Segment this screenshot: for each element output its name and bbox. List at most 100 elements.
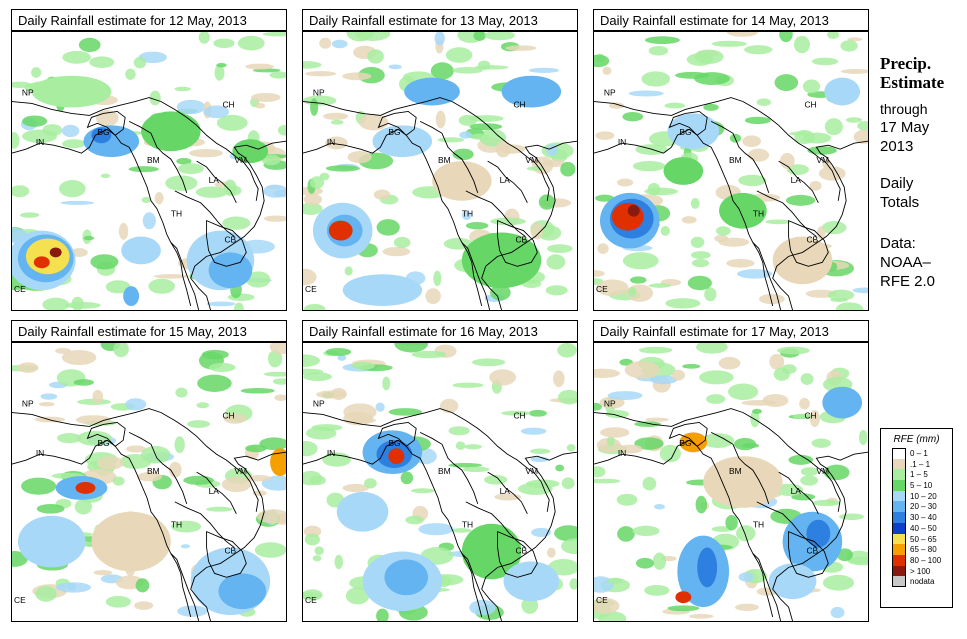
rain-cell [470,133,490,140]
panel-title: Daily Rainfall estimate for 17 May, 2013 [593,320,869,342]
rain-cell [351,361,375,370]
country-label-vm: VM [234,155,247,165]
rain-cell [342,483,369,493]
rain-cell [634,421,662,427]
rain-cell [503,561,560,602]
rain-cell [561,538,577,555]
rainfall-map: NP CH IN BG BM VM LA TH CB CE [593,31,869,311]
rain-cell [331,39,348,49]
rain-cell [811,57,839,66]
rain-cell [325,136,348,150]
rain-cell [311,424,343,432]
border-line [818,156,841,201]
side-rfe: RFE 2.0 [880,273,936,290]
rain-cell [606,436,616,446]
country-label-np: NP [313,399,325,409]
country-label-la: LA [500,175,511,185]
border-line [818,467,841,512]
rain-cell [469,599,496,616]
map-panel-12-may: Daily Rainfall estimate for 12 May, 2013… [11,9,287,311]
rain-cell [198,32,210,44]
rain-cell [177,163,204,175]
rain-cell [382,376,391,391]
rain-cell [372,125,433,158]
rain-cell [768,563,817,600]
rain-cell [800,475,819,486]
rain-cell [654,503,665,510]
panel-title: Daily Rainfall estimate for 12 May, 2013 [11,9,287,31]
map-panel-15-may: Daily Rainfall estimate for 15 May, 2013… [11,320,287,622]
rain-cell [12,132,20,149]
border-line [170,553,192,618]
rain-cell [734,603,759,611]
rain-cell [812,499,841,507]
country-label-ce: CE [14,595,26,605]
rain-cell [304,71,337,77]
rain-cell [60,200,95,205]
rain-cell [42,297,70,310]
rain-cell [388,448,405,465]
rain-cell [21,477,57,495]
rain-cell [411,350,447,359]
legend-label: 80 – 100 [910,555,942,565]
rain-cell [691,259,710,268]
rain-cell [388,408,423,416]
side-daily: Daily [880,175,914,192]
border-line [752,242,774,307]
rain-cell [616,493,638,506]
rain-field [303,343,577,621]
country-label-cb: CB [515,545,527,555]
border-line [756,501,817,548]
rain-cell [616,178,634,187]
border-line [465,501,526,548]
border-line [303,128,491,310]
rain-cell [664,102,686,109]
country-label-bg: BG [388,127,400,137]
rain-cell [169,461,182,478]
rain-cell [738,572,754,582]
country-label-np: NP [604,88,616,98]
rain-cell [433,270,442,287]
rain-cell [671,369,686,381]
rain-cell [818,166,846,181]
rain-cell [135,578,150,593]
rain-cell [208,252,253,289]
border-line [303,408,453,427]
rain-cell [410,488,435,494]
border-line [487,471,528,514]
rain-cell [594,598,620,614]
rain-cell [277,125,286,136]
rain-cell [148,278,176,294]
rain-cell [690,251,711,260]
rain-cell [772,236,833,285]
rain-cell [554,525,577,542]
rain-cell [437,137,465,143]
country-label-la: LA [209,486,220,496]
rain-cell [91,511,171,572]
legend-label: 20 – 30 [910,502,937,512]
rain-cell [272,378,286,385]
country-label-in: IN [618,448,626,458]
rain-cell [304,304,326,310]
border-line [170,242,192,307]
rain-cell [342,72,372,81]
rain-cell [237,35,265,51]
rain-cell [195,186,229,198]
rain-cell [537,225,562,241]
side-noaa: NOAA– [880,254,931,271]
rain-cell [270,448,286,477]
rain-cell [439,398,459,414]
legend-label: nodata [910,577,935,587]
legend-item: 30 – 40 [881,512,952,523]
rain-cell [312,555,322,562]
country-label-cb: CB [224,234,236,244]
rain-cell [142,212,156,230]
rain-cell [607,391,643,400]
panel-title: Daily Rainfall estimate for 14 May, 2013 [593,9,869,31]
rain-cell [445,47,473,63]
rain-cell [121,236,161,265]
map-panel-13-may: Daily Rainfall estimate for 13 May, 2013… [302,9,578,311]
rain-cell [78,37,101,53]
rain-cell [90,254,119,270]
rain-cell [769,353,785,370]
